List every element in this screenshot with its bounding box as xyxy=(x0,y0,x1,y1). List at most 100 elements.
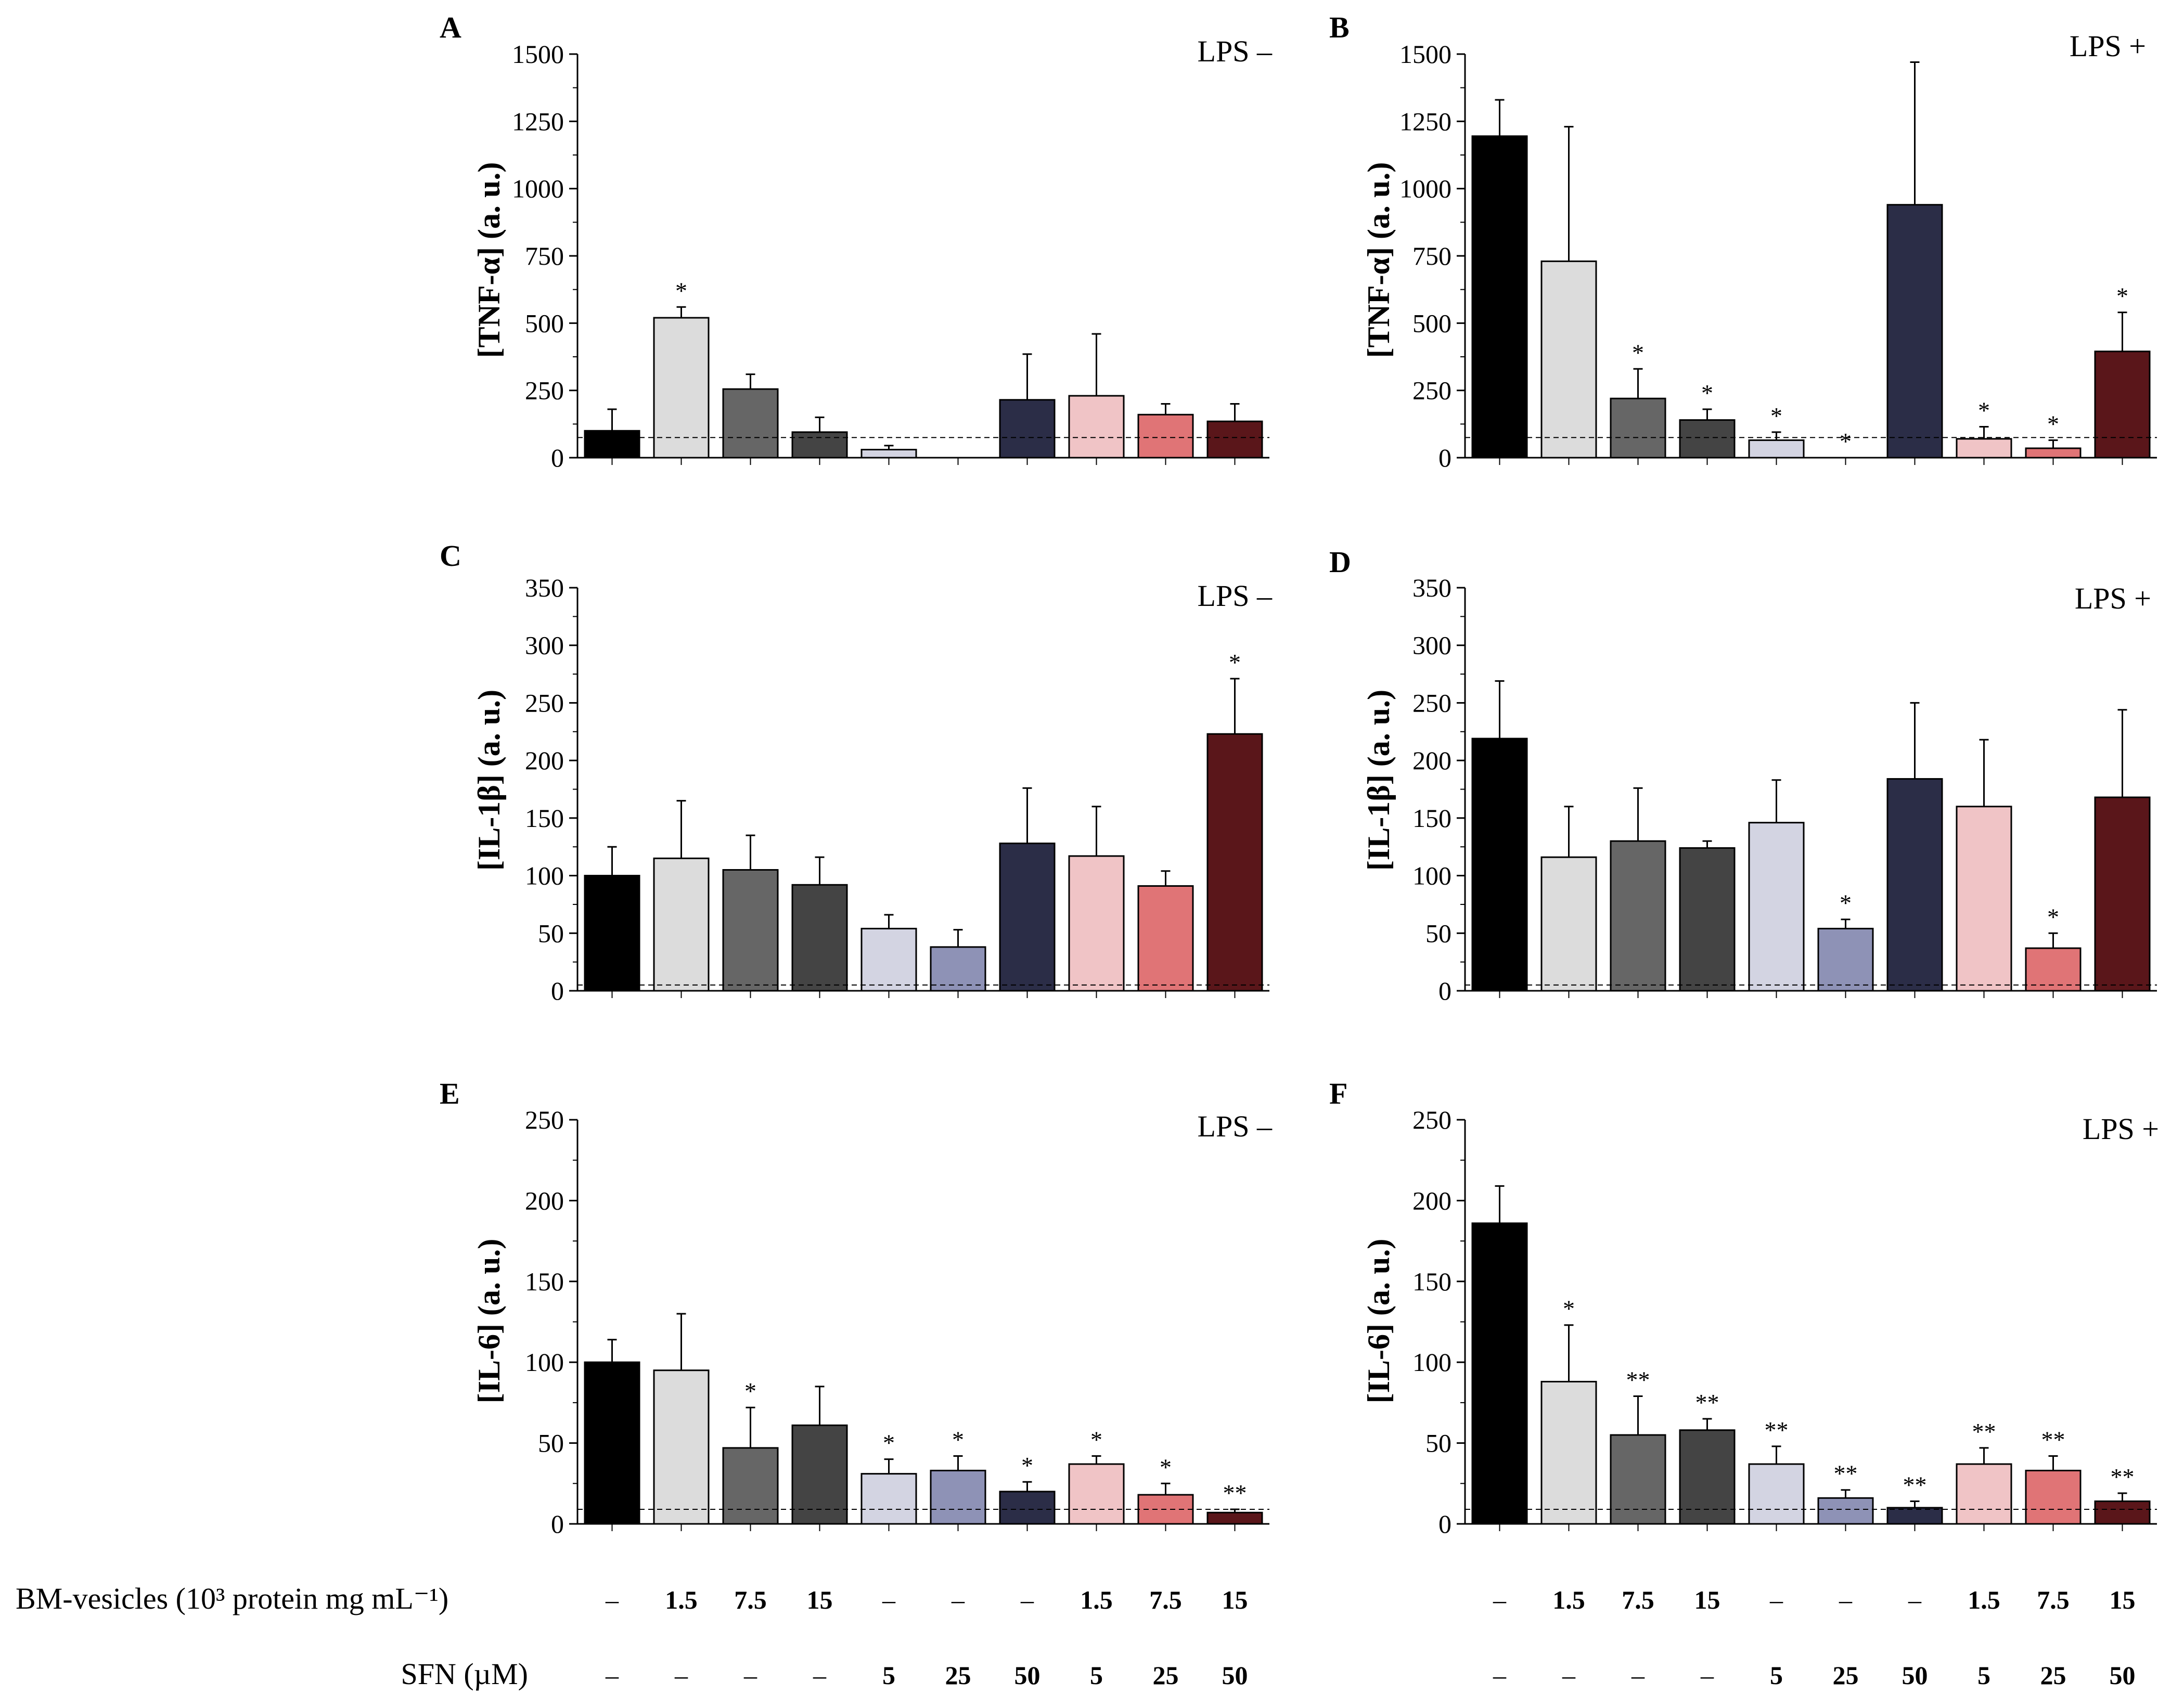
bar xyxy=(653,857,710,992)
bar xyxy=(1679,847,1736,992)
treatment-value: 5 xyxy=(1770,1661,1783,1690)
significance-marker: ** xyxy=(2041,1426,2065,1453)
bar xyxy=(1817,927,1874,992)
significance-marker: ** xyxy=(1695,1389,1719,1416)
significance-marker: * xyxy=(2047,410,2059,437)
significance-marker: * xyxy=(1632,339,1644,366)
bar xyxy=(1540,1380,1597,1525)
treatment-value: – xyxy=(1631,1661,1645,1690)
plot-area-d: 0 50 100 150 200 250 300 350 * * xyxy=(1412,573,2157,1005)
y-tick-label: 0 xyxy=(1438,976,1451,1005)
y-tick-label: 0 xyxy=(551,443,564,472)
treatment-value: 15 xyxy=(1694,1585,1720,1614)
bar xyxy=(1748,822,1805,992)
y-tick-label: 0 xyxy=(1438,1509,1451,1538)
y-tick-label: 250 xyxy=(525,376,564,405)
treatment-value: 1.5 xyxy=(1080,1585,1113,1614)
significance-marker: * xyxy=(1840,890,1852,916)
treatment-value: 25 xyxy=(2040,1661,2066,1690)
treatment-value: 25 xyxy=(1153,1661,1179,1690)
y-tick-label: 300 xyxy=(1412,631,1451,660)
panel-letter-a: A xyxy=(440,10,461,44)
bar xyxy=(1817,1497,1874,1525)
significance-marker: * xyxy=(675,277,687,304)
significance-marker: ** xyxy=(1834,1460,1858,1487)
significance-marker: * xyxy=(1229,649,1241,676)
bar xyxy=(2094,351,2151,459)
y-tick-label: 1500 xyxy=(512,40,564,69)
condition-label-e: LPS – xyxy=(1198,1109,1273,1143)
plot-area-c: 0 50 100 150 200 250 300 350 * xyxy=(525,573,1269,1005)
y-tick-label: 150 xyxy=(1412,1267,1451,1296)
treatment-value: 5 xyxy=(882,1661,895,1690)
panel-d: D LPS + [IL-1β] (a. u.) 0 50 100 150 200 250 3… xyxy=(1329,545,2157,1005)
treatment-value: – xyxy=(1493,1661,1507,1690)
treatment-value: – xyxy=(1908,1585,1922,1614)
treatment-value: 50 xyxy=(1902,1661,1928,1690)
significance-marker: ** xyxy=(1765,1417,1789,1443)
bar xyxy=(1956,438,2012,459)
condition-label-d: LPS + xyxy=(2075,581,2151,615)
y-tick-label: 200 xyxy=(525,1186,564,1215)
panel-c: C LPS – [IL-1β] (a. u.) 0 50 100 150 200 250 3… xyxy=(440,539,1273,1005)
bar xyxy=(584,1361,640,1525)
y-tick-label: 200 xyxy=(525,746,564,775)
bm-vesicles-row-label: BM-vesicles (10³ protein mg mL⁻¹) xyxy=(16,1582,448,1615)
treatment-value: – xyxy=(1493,1585,1507,1614)
treatment-value: 7.5 xyxy=(734,1585,767,1614)
y-tick-label: 150 xyxy=(525,1267,564,1296)
y-tick-label: 350 xyxy=(525,573,564,602)
bar xyxy=(1137,885,1194,992)
y-tick-label: 50 xyxy=(538,1429,564,1458)
condition-label-f: LPS + xyxy=(2083,1112,2159,1146)
bar xyxy=(1610,840,1666,992)
treatment-row-values: – 1.5 7.5 15 – – – 1.5 7.5 15 – 1.5 7.5 15 – – – 1.5 7.5 15… xyxy=(605,1585,2136,1690)
treatment-value: – xyxy=(813,1661,827,1690)
treatment-value: 50 xyxy=(2110,1661,2136,1690)
bar xyxy=(1471,135,1528,459)
y-tick-label: 1000 xyxy=(1399,174,1451,203)
bar xyxy=(860,1473,917,1525)
significance-marker: * xyxy=(1090,1426,1102,1453)
bar xyxy=(2094,796,2151,992)
bar xyxy=(653,317,710,459)
bar xyxy=(930,1469,986,1525)
bar xyxy=(1748,439,1805,459)
treatment-value: 7.5 xyxy=(2037,1585,2070,1614)
y-tick-label: 0 xyxy=(1438,443,1451,472)
bar xyxy=(1610,397,1666,459)
treatment-value: – xyxy=(743,1661,757,1690)
significance-marker: ** xyxy=(1223,1480,1247,1506)
treatment-value: – xyxy=(1769,1585,1783,1614)
bar xyxy=(2025,947,2082,992)
bar xyxy=(791,884,848,992)
y-tick-label: 300 xyxy=(525,631,564,660)
bar xyxy=(2094,1500,2151,1525)
treatment-value: – xyxy=(951,1585,965,1614)
bar xyxy=(1679,419,1736,459)
y-tick-label: 500 xyxy=(1412,308,1451,338)
panel-a: A LPS – [TNF-α] (a. u.) 0 250 500 750 1000 12… xyxy=(440,10,1273,472)
y-axis-title-b: [TNF-α] (a. u.) xyxy=(1361,162,1396,358)
y-axis-title-e: [IL-6] (a. u.) xyxy=(472,1239,506,1404)
treatment-value: 1.5 xyxy=(1552,1585,1585,1614)
treatment-value: – xyxy=(605,1661,619,1690)
y-tick-label: 1000 xyxy=(512,174,564,203)
bar xyxy=(1068,1463,1125,1525)
y-tick-label: 100 xyxy=(1412,1348,1451,1377)
panel-e: E LPS – [IL-6] (a. u.) 050100150200250**… xyxy=(440,1077,1273,1538)
treatment-value: – xyxy=(1562,1661,1576,1690)
significance-marker: * xyxy=(2047,903,2059,930)
bar xyxy=(1540,856,1597,992)
treatment-value: 7.5 xyxy=(1622,1585,1654,1614)
y-tick-label: 100 xyxy=(525,861,564,890)
treatment-value: 15 xyxy=(807,1585,833,1614)
bar xyxy=(1748,1463,1805,1525)
plot-area-a: 0 250 500 750 1000 1250 1500 * xyxy=(512,40,1269,472)
bar xyxy=(1068,855,1125,992)
y-tick-label: 200 xyxy=(1412,746,1451,775)
treatment-value: 15 xyxy=(1222,1585,1248,1614)
y-tick-label: 50 xyxy=(1425,1429,1451,1458)
y-axis-title-c: [IL-1β] (a. u.) xyxy=(472,690,506,871)
